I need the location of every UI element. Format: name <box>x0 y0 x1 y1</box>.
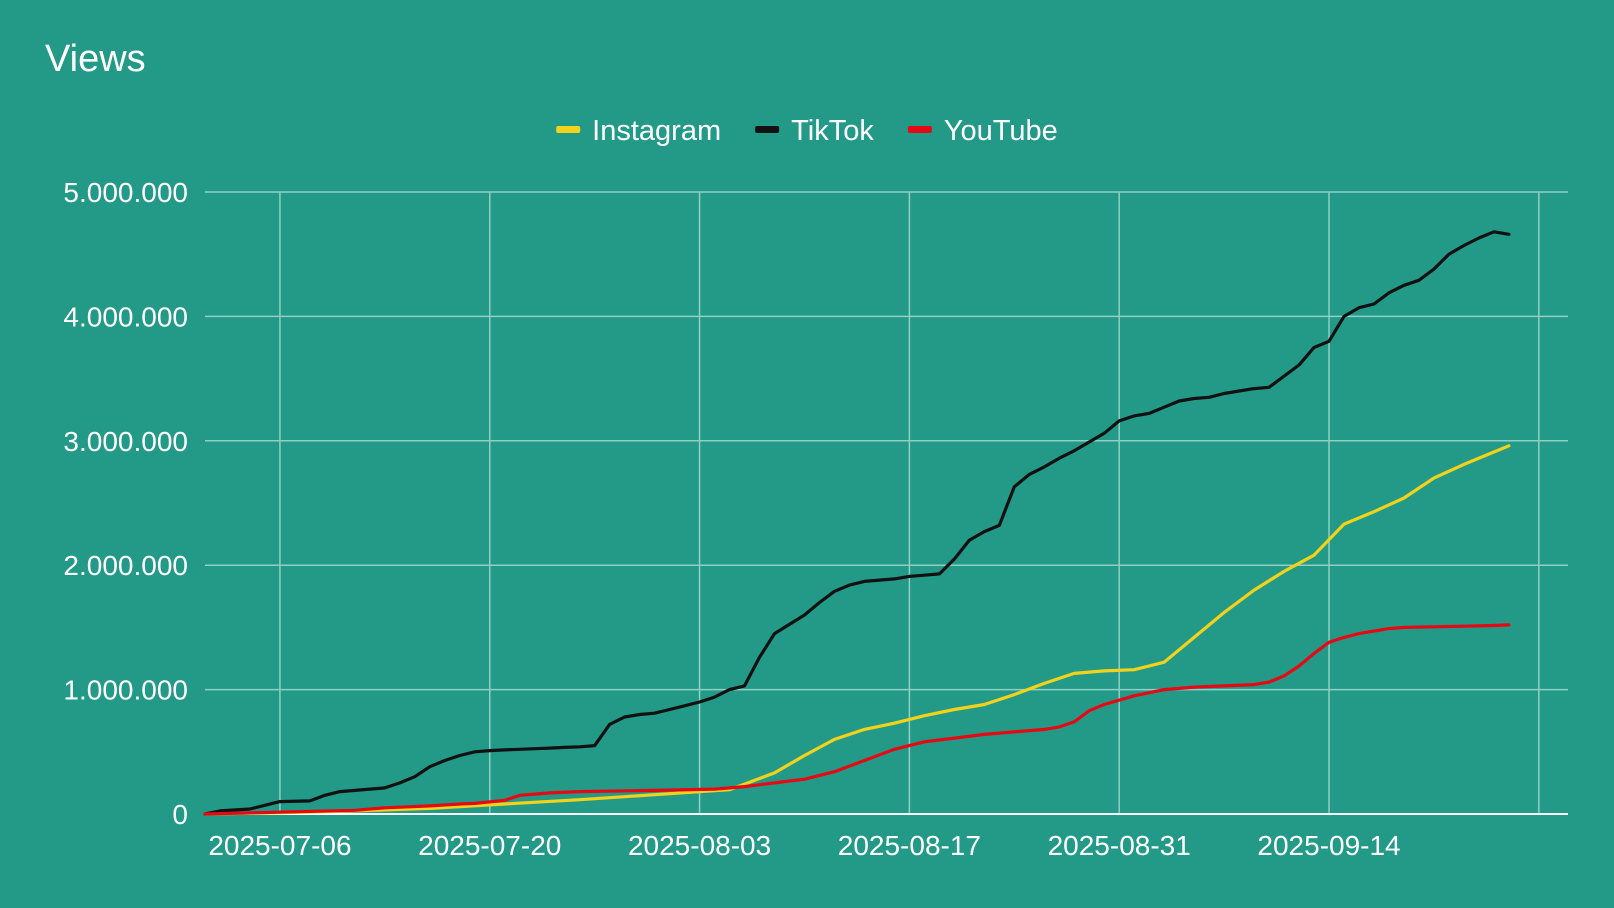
x-tick-label: 2025-08-31 <box>1048 830 1191 861</box>
legend-label-tiktok: TikTok <box>791 115 874 147</box>
legend-label-instagram: Instagram <box>592 115 721 147</box>
x-tick-label: 2025-08-03 <box>628 830 771 861</box>
series-line-tiktok <box>203 230 1511 816</box>
y-tick-label: 0 <box>172 799 188 830</box>
legend-swatch-tiktok <box>755 126 780 133</box>
series-line-youtube <box>203 623 1511 816</box>
y-tick-label: 4.000.000 <box>63 301 188 332</box>
y-tick-label: 1.000.000 <box>63 675 188 706</box>
y-tick-label: 3.000.000 <box>63 426 188 457</box>
legend-swatch-instagram <box>556 126 581 133</box>
y-tick-label: 2.000.000 <box>63 550 188 581</box>
x-tick-label: 2025-09-14 <box>1257 830 1400 861</box>
legend-label-youtube: YouTube <box>944 115 1058 147</box>
series-line-instagram <box>203 444 1511 816</box>
chart-title: Views <box>45 38 146 80</box>
x-tick-label: 2025-07-06 <box>208 830 351 861</box>
legend-swatch-youtube <box>907 126 932 133</box>
y-tick-label: 5.000.000 <box>63 177 188 208</box>
x-tick-label: 2025-07-20 <box>418 830 561 861</box>
x-tick-label: 2025-08-17 <box>838 830 981 861</box>
